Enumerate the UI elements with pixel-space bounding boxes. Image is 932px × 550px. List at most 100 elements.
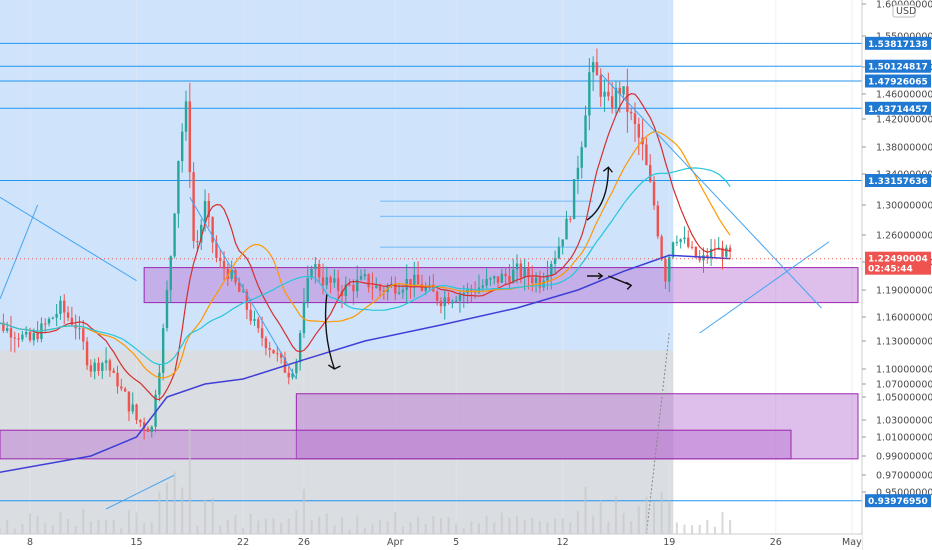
- candle-body[interactable]: [120, 386, 123, 389]
- candle-body[interactable]: [59, 300, 62, 314]
- candle-body[interactable]: [298, 333, 302, 363]
- candle-body[interactable]: [276, 353, 279, 355]
- candle-body[interactable]: [131, 404, 134, 412]
- candle-body[interactable]: [127, 391, 131, 412]
- candle-body[interactable]: [272, 349, 275, 354]
- candle-body[interactable]: [572, 179, 576, 220]
- candle-body[interactable]: [557, 246, 561, 259]
- candle-body[interactable]: [394, 283, 397, 294]
- candle-body[interactable]: [607, 91, 610, 97]
- candle-body[interactable]: [382, 290, 386, 292]
- candle-body[interactable]: [154, 394, 157, 427]
- candle-body[interactable]: [230, 270, 233, 279]
- candle-body[interactable]: [515, 263, 519, 270]
- candle-body[interactable]: [158, 372, 161, 395]
- candle-body[interactable]: [245, 291, 249, 310]
- candle-body[interactable]: [668, 257, 671, 282]
- candle-body[interactable]: [363, 274, 367, 277]
- candle-body[interactable]: [21, 334, 24, 340]
- candle-body[interactable]: [466, 288, 469, 293]
- candle-body[interactable]: [200, 224, 203, 243]
- candle-body[interactable]: [36, 333, 39, 340]
- zone-box-2[interactable]: [0, 429, 792, 460]
- currency-badge[interactable]: [892, 4, 916, 18]
- candle-body[interactable]: [413, 274, 416, 287]
- candle-body[interactable]: [656, 205, 660, 237]
- trendline-5[interactable]: [105, 474, 175, 510]
- candle-body[interactable]: [645, 144, 648, 165]
- candle-body[interactable]: [222, 260, 226, 269]
- candle-body[interactable]: [584, 115, 587, 148]
- candle-body[interactable]: [32, 333, 36, 341]
- candle-body[interactable]: [378, 285, 382, 291]
- candle-body[interactable]: [679, 239, 682, 242]
- candle-body[interactable]: [78, 328, 81, 330]
- candle-body[interactable]: [614, 87, 618, 108]
- candle-body[interactable]: [683, 237, 686, 240]
- candle-body[interactable]: [306, 277, 309, 302]
- candle-body[interactable]: [591, 62, 595, 73]
- candle-body[interactable]: [257, 319, 260, 329]
- candle-body[interactable]: [146, 428, 150, 432]
- candle-body[interactable]: [47, 318, 51, 324]
- candle-body[interactable]: [51, 317, 55, 319]
- candle-body[interactable]: [234, 270, 237, 283]
- candle-body[interactable]: [348, 284, 351, 286]
- candle-body[interactable]: [504, 273, 507, 277]
- candle-body[interactable]: [493, 276, 496, 279]
- candle-body[interactable]: [652, 181, 656, 206]
- candle-body[interactable]: [709, 248, 713, 258]
- candle-body[interactable]: [359, 276, 363, 280]
- candle-body[interactable]: [561, 239, 564, 247]
- candle-body[interactable]: [302, 301, 306, 334]
- candle-body[interactable]: [207, 200, 211, 218]
- trendline-4[interactable]: [0, 204, 39, 300]
- candle-body[interactable]: [409, 278, 412, 287]
- candle-body[interactable]: [108, 360, 112, 371]
- candle-body[interactable]: [671, 242, 675, 258]
- candle-body[interactable]: [401, 289, 405, 293]
- candle-body[interactable]: [553, 258, 557, 264]
- candle-body[interactable]: [512, 269, 515, 283]
- candle-body[interactable]: [622, 86, 625, 95]
- candle-body[interactable]: [447, 297, 450, 304]
- candle-body[interactable]: [203, 200, 207, 225]
- candle-body[interactable]: [85, 341, 89, 366]
- candle-body[interactable]: [13, 337, 16, 339]
- candle-body[interactable]: [333, 278, 336, 283]
- candle-body[interactable]: [150, 426, 153, 432]
- candle-body[interactable]: [249, 309, 252, 321]
- trendline-0[interactable]: [600, 73, 822, 309]
- candle-body[interactable]: [325, 277, 328, 286]
- trendline-1[interactable]: [699, 241, 830, 334]
- candle-body[interactable]: [253, 319, 256, 321]
- candle-body[interactable]: [629, 111, 633, 114]
- candle-body[interactable]: [287, 372, 290, 378]
- trendline-2[interactable]: [189, 196, 297, 380]
- candle-body[interactable]: [55, 313, 58, 318]
- candle-body[interactable]: [637, 124, 640, 138]
- candle-body[interactable]: [500, 273, 504, 283]
- trendline-3[interactable]: [0, 196, 137, 282]
- candle-body[interactable]: [9, 328, 13, 338]
- candle-body[interactable]: [116, 372, 119, 387]
- candle-body[interactable]: [458, 294, 462, 301]
- candle-body[interactable]: [462, 292, 465, 295]
- candle-body[interactable]: [550, 263, 553, 276]
- candle-body[interactable]: [215, 242, 218, 258]
- candle-body[interactable]: [123, 388, 127, 392]
- candle-body[interactable]: [139, 420, 142, 423]
- candle-body[interactable]: [260, 328, 264, 339]
- candle-body[interactable]: [660, 236, 663, 260]
- candle-body[interactable]: [489, 278, 492, 280]
- candle-body[interactable]: [226, 268, 230, 279]
- candle-body[interactable]: [219, 257, 222, 261]
- candle-body[interactable]: [725, 247, 728, 257]
- candle-body[interactable]: [104, 360, 108, 363]
- candle-body[interactable]: [439, 300, 443, 307]
- candle-body[interactable]: [177, 161, 180, 214]
- candle-body[interactable]: [721, 247, 724, 257]
- candle-body[interactable]: [268, 347, 271, 350]
